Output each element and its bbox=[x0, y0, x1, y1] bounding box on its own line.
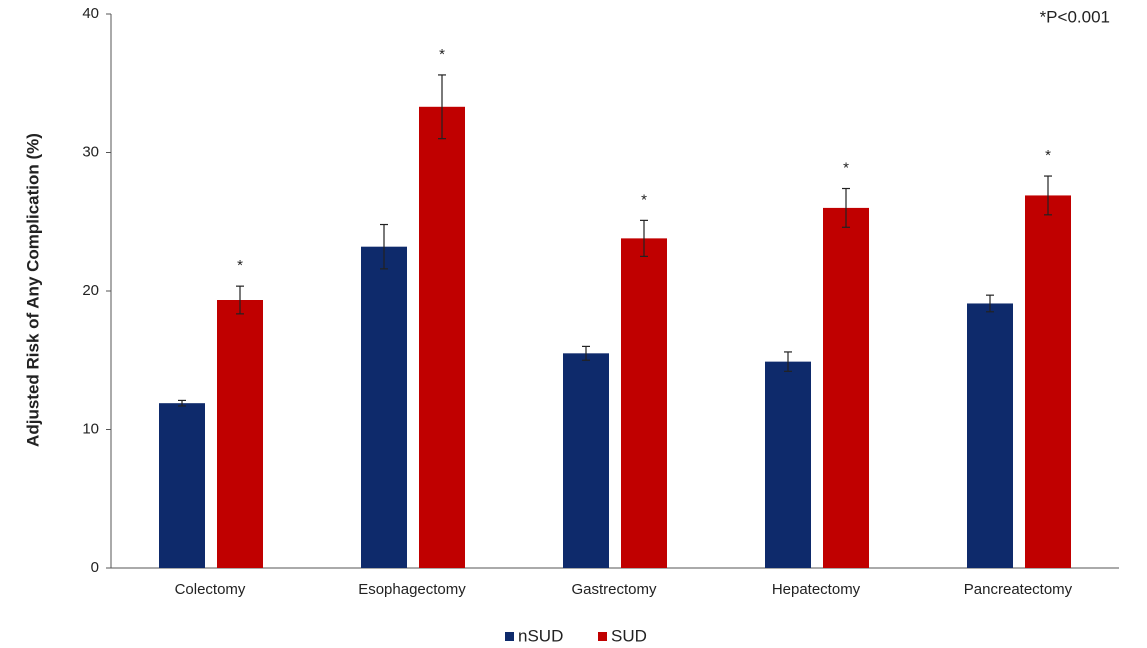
bar bbox=[967, 303, 1013, 568]
error-bar bbox=[986, 294, 994, 313]
y-tick-label: 10 bbox=[82, 420, 99, 437]
error-bar bbox=[380, 223, 388, 270]
bar bbox=[823, 207, 869, 568]
error-bar bbox=[236, 285, 244, 315]
bar bbox=[419, 106, 465, 569]
bar bbox=[621, 238, 667, 568]
bar bbox=[361, 246, 407, 568]
significance-label: * bbox=[1045, 147, 1051, 164]
y-axis-label: Adjusted Risk of Any Complication (%) bbox=[23, 133, 42, 447]
error-bar bbox=[842, 187, 850, 228]
legend-label: SUD bbox=[611, 626, 647, 645]
x-tick-label: Gastrectomy bbox=[571, 581, 657, 598]
y-tick-label: 40 bbox=[82, 5, 99, 22]
y-tick-label: 20 bbox=[82, 282, 99, 299]
bar bbox=[217, 300, 263, 568]
significance-label: * bbox=[843, 159, 849, 176]
error-bar bbox=[582, 345, 590, 361]
bar bbox=[159, 403, 205, 568]
legend-label: nSUD bbox=[518, 626, 563, 645]
error-bar bbox=[178, 399, 186, 407]
error-bar bbox=[784, 351, 792, 372]
error-bar bbox=[1044, 175, 1052, 216]
significance-label: * bbox=[237, 257, 243, 274]
legend-swatch bbox=[598, 632, 607, 641]
bar bbox=[563, 353, 609, 568]
y-tick-label: 0 bbox=[91, 559, 99, 576]
bar bbox=[765, 361, 811, 568]
annotation: *P<0.001 bbox=[1040, 7, 1110, 26]
significance-label: * bbox=[641, 191, 647, 208]
x-tick-label: Pancreatectomy bbox=[964, 581, 1073, 598]
y-tick-label: 30 bbox=[82, 143, 99, 160]
error-bar bbox=[640, 219, 648, 257]
x-tick-label: Colectomy bbox=[175, 581, 246, 598]
error-bar bbox=[438, 74, 446, 140]
bar bbox=[1025, 195, 1071, 568]
x-tick-label: Hepatectomy bbox=[772, 581, 861, 598]
significance-label: * bbox=[439, 46, 445, 63]
x-tick-label: Esophagectomy bbox=[358, 581, 466, 598]
legend-swatch bbox=[505, 632, 514, 641]
